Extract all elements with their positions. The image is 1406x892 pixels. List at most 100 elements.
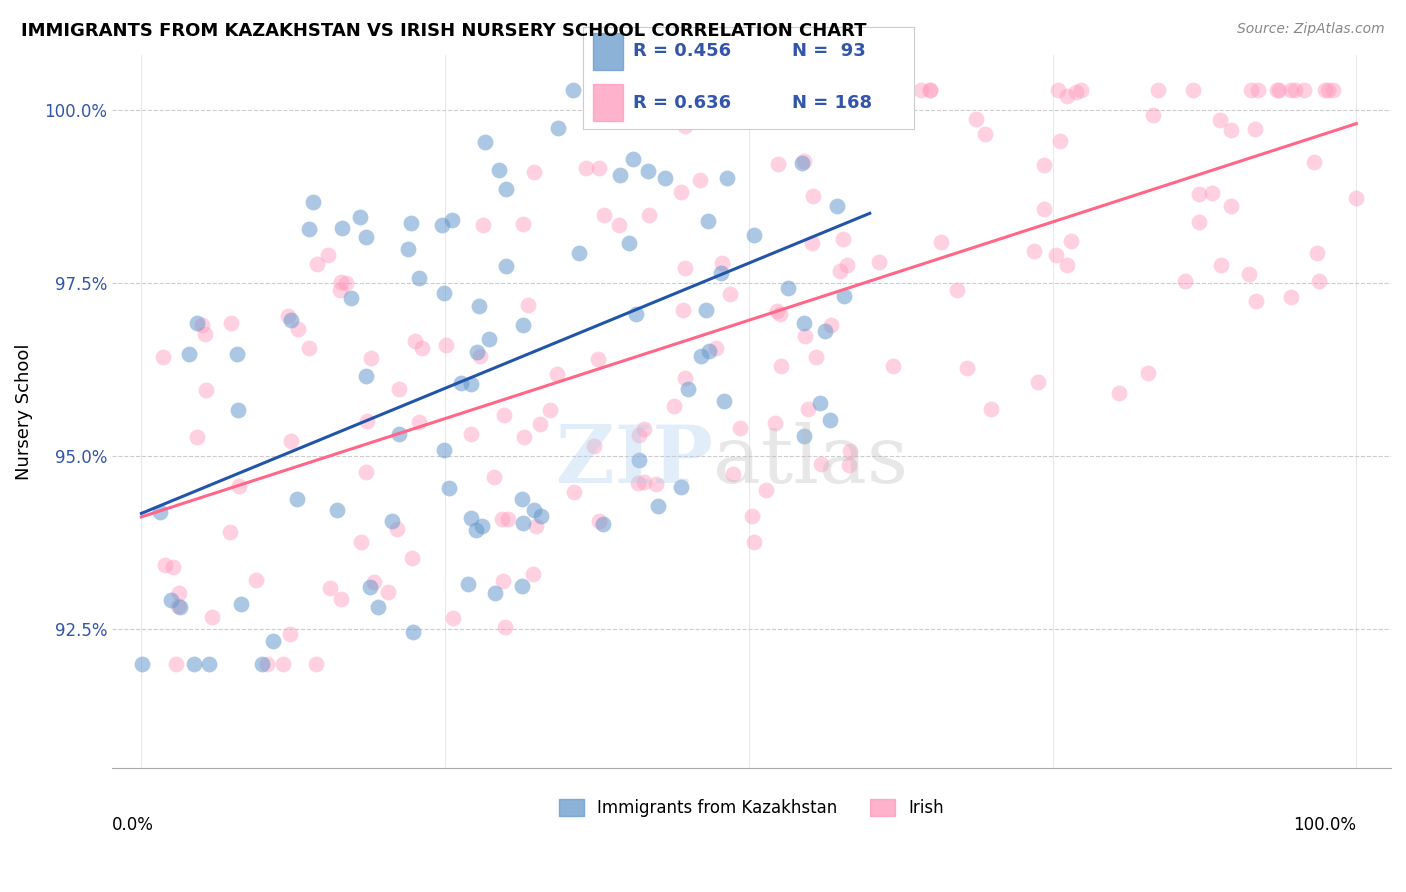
Text: Source: ZipAtlas.com: Source: ZipAtlas.com: [1237, 22, 1385, 37]
Irish: [194, 327, 217, 342]
Irish: [929, 235, 952, 249]
Immigrants from Kazakhstan: [460, 511, 482, 525]
Irish: [538, 403, 561, 417]
Text: N = 168: N = 168: [792, 94, 872, 112]
Immigrants from Kazakhstan: [624, 306, 647, 320]
Irish: [832, 232, 855, 246]
Irish: [330, 591, 353, 606]
Immigrants from Kazakhstan: [408, 271, 430, 285]
Immigrants from Kazakhstan: [697, 213, 720, 227]
Irish: [638, 208, 661, 222]
Irish: [494, 620, 516, 634]
Irish: [513, 429, 536, 443]
Text: R = 0.456: R = 0.456: [633, 43, 731, 61]
Irish: [350, 534, 373, 549]
Immigrants from Kazakhstan: [710, 266, 733, 280]
Immigrants from Kazakhstan: [250, 657, 273, 671]
Immigrants from Kazakhstan: [381, 514, 404, 528]
Immigrants from Kazakhstan: [568, 246, 591, 260]
Text: 100.0%: 100.0%: [1294, 816, 1357, 834]
Irish: [271, 657, 294, 671]
Irish: [408, 415, 430, 429]
Irish: [201, 610, 224, 624]
Irish: [377, 584, 399, 599]
Irish: [1142, 108, 1164, 122]
Irish: [920, 83, 942, 97]
Immigrants from Kazakhstan: [197, 657, 219, 671]
Irish: [1313, 83, 1336, 97]
Irish: [592, 208, 614, 222]
Immigrants from Kazakhstan: [131, 657, 153, 671]
Irish: [820, 318, 842, 332]
Irish: [675, 371, 697, 385]
Irish: [388, 382, 411, 396]
Irish: [1279, 83, 1302, 97]
Irish: [562, 485, 585, 500]
Irish: [627, 428, 650, 442]
Irish: [482, 470, 505, 484]
Irish: [662, 399, 685, 413]
Irish: [1056, 258, 1078, 272]
Immigrants from Kazakhstan: [399, 216, 422, 230]
Irish: [1024, 244, 1046, 259]
Irish: [219, 525, 242, 540]
Irish: [1033, 202, 1056, 216]
Irish: [910, 83, 932, 97]
Irish: [742, 535, 765, 549]
Irish: [633, 475, 655, 489]
Irish: [460, 427, 482, 442]
Irish: [1182, 83, 1205, 97]
Irish: [1049, 134, 1071, 148]
Irish: [721, 467, 744, 482]
Immigrants from Kazakhstan: [690, 349, 713, 363]
Irish: [1147, 83, 1170, 97]
Irish: [755, 483, 778, 497]
Legend: Immigrants from Kazakhstan, Irish: Immigrants from Kazakhstan, Irish: [553, 792, 950, 823]
Immigrants from Kazakhstan: [621, 152, 644, 166]
Irish: [1240, 83, 1263, 97]
Irish: [838, 458, 860, 472]
Irish: [763, 416, 786, 430]
Irish: [704, 342, 727, 356]
Irish: [512, 217, 534, 231]
Irish: [718, 287, 741, 301]
Irish: [801, 189, 824, 203]
Immigrants from Kazakhstan: [262, 634, 284, 648]
Irish: [1308, 274, 1330, 288]
Irish: [793, 153, 815, 168]
Irish: [195, 383, 218, 397]
Irish: [1279, 290, 1302, 304]
Irish: [672, 303, 695, 318]
Irish: [1056, 89, 1078, 103]
Irish: [1316, 83, 1339, 97]
Immigrants from Kazakhstan: [793, 429, 815, 443]
Irish: [228, 479, 250, 493]
Immigrants from Kazakhstan: [790, 156, 813, 170]
Immigrants from Kazakhstan: [356, 229, 378, 244]
Immigrants from Kazakhstan: [433, 286, 456, 301]
Y-axis label: Nursery School: Nursery School: [15, 343, 32, 480]
Irish: [1267, 83, 1289, 97]
Irish: [1033, 158, 1056, 172]
Immigrants from Kazakhstan: [657, 103, 679, 117]
Immigrants from Kazakhstan: [229, 597, 252, 611]
Irish: [329, 284, 352, 298]
Irish: [280, 434, 302, 449]
Irish: [167, 586, 190, 600]
Irish: [305, 657, 328, 671]
Irish: [582, 439, 605, 453]
Immigrants from Kazakhstan: [478, 332, 501, 346]
Immigrants from Kazakhstan: [464, 524, 486, 538]
Irish: [918, 83, 941, 97]
Immigrants from Kazakhstan: [713, 394, 735, 409]
Irish: [769, 307, 792, 321]
Irish: [1188, 187, 1211, 202]
Irish: [1211, 258, 1233, 272]
Irish: [1244, 293, 1267, 308]
Irish: [278, 627, 301, 641]
Immigrants from Kazakhstan: [793, 317, 815, 331]
Irish: [1244, 122, 1267, 136]
Irish: [1294, 83, 1316, 97]
Text: R = 0.636: R = 0.636: [633, 94, 731, 112]
Immigrants from Kazakhstan: [467, 299, 489, 313]
